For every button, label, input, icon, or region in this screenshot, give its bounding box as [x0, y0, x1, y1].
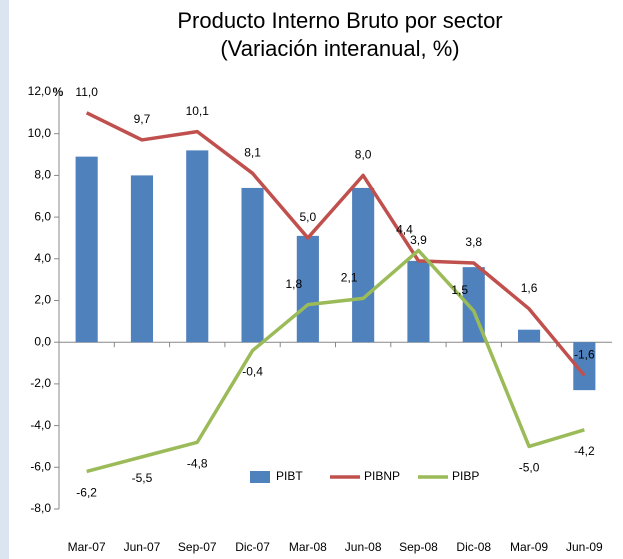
data-label: -5,0	[519, 461, 540, 475]
data-label: 10,1	[186, 104, 210, 118]
x-tick-label: Jun-07	[124, 540, 161, 554]
x-tick-label: Jun-08	[345, 540, 382, 554]
data-label: 1,6	[521, 281, 538, 295]
data-label: -1,6	[574, 348, 595, 362]
data-label: 8,1	[244, 145, 261, 159]
y-tick-label: -6,0	[30, 459, 51, 473]
y-tick-label: -8,0	[30, 501, 51, 515]
y-tick-label: 10,0	[28, 126, 52, 140]
y-tick-label: 0,0	[34, 334, 51, 348]
y-tick-label: -4,0	[30, 418, 51, 432]
x-tick-label: Mar-07	[68, 540, 106, 554]
y-tick-label: 8,0	[34, 168, 51, 182]
y-tick-label: -2,0	[30, 376, 51, 390]
chart-subtitle: (Variación interanual, %)	[220, 36, 459, 61]
bar	[352, 187, 375, 343]
legend-swatch	[250, 471, 270, 483]
bar	[517, 329, 541, 343]
x-tick-label: Jun-09	[566, 540, 603, 554]
x-tick-label: Dic-07	[235, 540, 270, 554]
bar	[241, 187, 264, 343]
data-label: 4,4	[396, 223, 413, 237]
data-label: -6,2	[76, 486, 97, 500]
y-tick-label: 2,0	[34, 293, 51, 307]
y-tick-label: 12,0	[28, 84, 52, 98]
data-label: -4,2	[574, 444, 595, 458]
x-tick-label: Mar-09	[510, 540, 548, 554]
bar	[407, 260, 430, 343]
line	[85, 111, 586, 377]
y-tick-label: 4,0	[34, 251, 51, 265]
line	[86, 248, 585, 474]
legend-label: PIBT	[276, 469, 303, 483]
data-label: 3,9	[410, 233, 427, 247]
data-label: 1,8	[286, 277, 303, 291]
data-label: -4,8	[187, 456, 208, 470]
data-label: 1,5	[451, 283, 468, 297]
y-tick-label: 6,0	[34, 209, 51, 223]
data-label: 8,0	[355, 148, 372, 162]
bar	[75, 156, 98, 343]
data-label: -0,4	[242, 365, 263, 379]
bar	[130, 175, 154, 343]
chart-title: Producto Interno Bruto por sector	[177, 8, 502, 33]
data-label: 3,8	[465, 235, 482, 249]
x-tick-label: Dic-08	[456, 540, 491, 554]
bar	[186, 150, 209, 343]
data-label: -5,5	[132, 471, 153, 485]
legend-label: PIBP	[452, 469, 479, 483]
x-tick-label: Mar-08	[289, 540, 327, 554]
data-label: 2,1	[341, 271, 358, 285]
data-label: 5,0	[300, 210, 317, 224]
bar	[296, 235, 319, 343]
x-tick-label: Sep-08	[399, 540, 438, 554]
bar	[573, 342, 596, 391]
data-label: 11,0	[75, 85, 98, 99]
left-border	[0, 0, 9, 559]
data-label: 9,7	[134, 112, 151, 126]
x-tick-label: Sep-07	[178, 540, 217, 554]
legend-label: PIBNP	[364, 469, 400, 483]
